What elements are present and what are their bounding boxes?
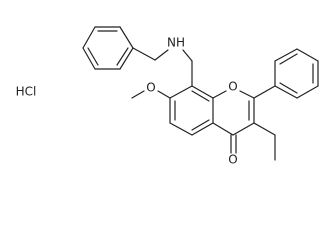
ring-oxygen-label: O: [228, 80, 237, 94]
salt-label: HCl: [16, 85, 37, 99]
carbonyl-oxygen-label: O: [228, 153, 237, 167]
methoxy-oxygen-label: O: [146, 81, 155, 95]
bonds: [82, 26, 319, 161]
page: HCl NH O O O (() => { const data = JSON.…: [15, 26, 319, 167]
amine-label: NH: [167, 36, 185, 50]
structure-diagram: HCl NH O O O: [16, 26, 319, 167]
